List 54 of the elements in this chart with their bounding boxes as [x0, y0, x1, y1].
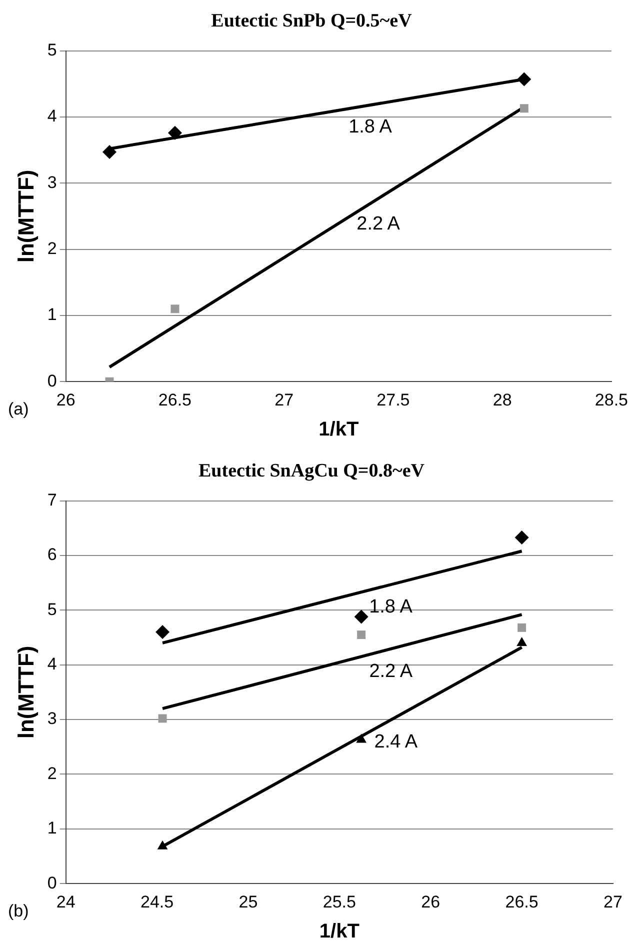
- x-axis-title: 1/kT: [318, 418, 359, 441]
- x-tick-label: 27: [604, 892, 622, 912]
- y-tick-label: 4: [47, 654, 57, 674]
- y-tick-label: 5: [47, 40, 57, 60]
- point: [168, 126, 182, 140]
- x-tick-label: 28: [492, 390, 512, 410]
- point: [514, 530, 529, 544]
- x-tick-label: 27.5: [376, 390, 410, 410]
- x-tick-label: 25.5: [322, 892, 356, 912]
- chart-title: Eutectic SnAgCu Q=0.8~eV: [198, 460, 425, 482]
- point: [170, 304, 180, 314]
- text: (b): [8, 902, 29, 921]
- text: (a): [8, 400, 29, 419]
- y-tick-label: 0: [47, 873, 57, 892]
- point: [516, 636, 528, 646]
- x-tick-label: 27: [274, 390, 294, 410]
- series-label: 2.2 A: [356, 214, 400, 235]
- point: [356, 734, 367, 743]
- x-tick-label: 25: [238, 892, 258, 912]
- series-label: 1.8 A: [348, 116, 392, 138]
- y-tick-label: 1: [47, 818, 57, 838]
- x-tick-label: 24.5: [140, 892, 174, 912]
- chart-title: Eutectic SnPb Q=0.5~eV: [211, 10, 412, 32]
- y-tick-label: 7: [47, 490, 57, 510]
- y-tick-label: 2: [47, 764, 57, 783]
- point: [157, 840, 168, 850]
- series-label: 1.8 A: [369, 596, 413, 618]
- y-tick-label: 3: [47, 709, 57, 728]
- x-tick-label: 24: [56, 892, 76, 912]
- series-label: 2.2 A: [369, 660, 413, 682]
- x-tick-label: 28.5: [594, 390, 628, 410]
- x-tick-label: 26: [421, 892, 440, 912]
- series-label: 2.4 A: [374, 731, 418, 752]
- y-tick-label: 0: [47, 371, 57, 390]
- y-tick-label: 3: [47, 172, 57, 192]
- y-tick-label: 5: [47, 600, 57, 619]
- point: [156, 625, 170, 640]
- x-tick-label: 26: [56, 390, 76, 410]
- x-tick-label: 26.5: [505, 892, 538, 912]
- y-tick-label: 1: [47, 305, 57, 324]
- point: [158, 714, 167, 723]
- y-axis-title: ln(MTTF): [13, 646, 38, 739]
- y-tick-label: 6: [47, 545, 57, 564]
- point: [520, 104, 528, 113]
- x-tick-label: 26.5: [158, 390, 192, 410]
- point: [102, 145, 117, 160]
- point: [517, 72, 532, 86]
- point: [357, 630, 366, 640]
- y-tick-label: 4: [47, 106, 57, 126]
- point: [354, 610, 368, 624]
- y-axis-title: ln(MTTF): [13, 170, 38, 263]
- point: [518, 623, 526, 632]
- x-axis-title: 1/kT: [319, 920, 360, 943]
- y-tick-label: 2: [47, 238, 57, 258]
